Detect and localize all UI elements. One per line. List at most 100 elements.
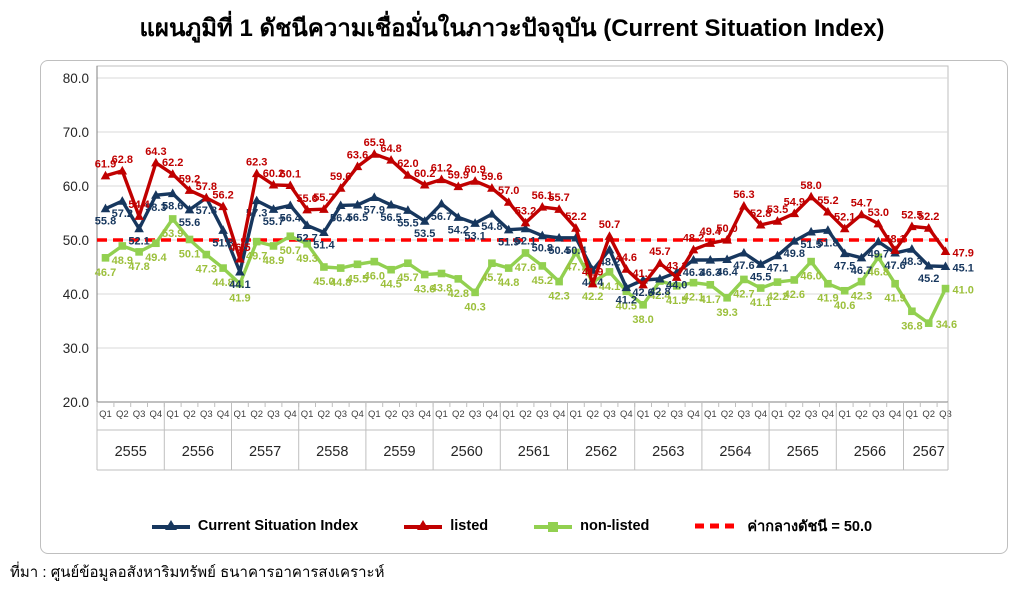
svg-text:Q1: Q1 xyxy=(570,409,583,420)
svg-text:40.0: 40.0 xyxy=(63,287,89,302)
svg-text:46.0: 46.0 xyxy=(800,271,821,283)
svg-text:50.8: 50.8 xyxy=(532,243,553,255)
svg-text:46.4: 46.4 xyxy=(716,266,738,278)
svg-text:62.0: 62.0 xyxy=(397,158,418,170)
svg-text:62.2: 62.2 xyxy=(162,157,183,169)
svg-text:56.5: 56.5 xyxy=(380,212,401,224)
svg-text:Q1: Q1 xyxy=(166,409,179,420)
svg-text:2564: 2564 xyxy=(719,444,751,460)
svg-text:48.2: 48.2 xyxy=(683,233,704,245)
svg-text:80.0: 80.0 xyxy=(63,71,89,86)
svg-text:57.8: 57.8 xyxy=(196,205,217,217)
svg-text:2559: 2559 xyxy=(383,444,415,460)
svg-text:47.8: 47.8 xyxy=(128,261,149,273)
svg-text:70.0: 70.0 xyxy=(63,125,89,140)
svg-text:Q1: Q1 xyxy=(99,409,112,420)
svg-text:Q3: Q3 xyxy=(536,409,549,420)
svg-text:55.2: 55.2 xyxy=(817,195,838,207)
svg-text:42.1: 42.1 xyxy=(683,292,704,304)
svg-text:64.3: 64.3 xyxy=(145,146,166,158)
svg-text:Q1: Q1 xyxy=(906,409,919,420)
svg-text:20.0: 20.0 xyxy=(63,395,89,410)
svg-text:Q2: Q2 xyxy=(385,409,398,420)
svg-text:2563: 2563 xyxy=(652,444,684,460)
svg-text:Q3: Q3 xyxy=(402,409,415,420)
svg-text:51.4: 51.4 xyxy=(313,239,335,251)
svg-text:52.1: 52.1 xyxy=(834,212,855,224)
legend-item-midline: ค่ากลางดัชนี = 50.0 xyxy=(695,515,872,538)
svg-text:2557: 2557 xyxy=(249,444,281,460)
svg-text:Q3: Q3 xyxy=(200,409,213,420)
svg-text:Q3: Q3 xyxy=(334,409,347,420)
svg-text:47.6: 47.6 xyxy=(733,260,754,272)
svg-text:Q2: Q2 xyxy=(788,409,801,420)
svg-text:48.1: 48.1 xyxy=(884,233,905,245)
svg-text:44.1: 44.1 xyxy=(229,279,250,291)
svg-text:52.1: 52.1 xyxy=(128,236,149,248)
svg-text:56.4: 56.4 xyxy=(330,212,352,224)
svg-text:Q4: Q4 xyxy=(284,409,297,420)
svg-text:Q3: Q3 xyxy=(469,409,482,420)
svg-text:41.0: 41.0 xyxy=(953,285,974,297)
svg-text:48.9: 48.9 xyxy=(263,255,284,267)
svg-text:Q1: Q1 xyxy=(838,409,851,420)
legend-label-non-listed: non-listed xyxy=(580,518,650,534)
svg-text:50.0: 50.0 xyxy=(63,233,89,248)
svg-text:Q2: Q2 xyxy=(721,409,734,420)
red-dashed-line-icon xyxy=(695,523,740,529)
svg-text:51.8: 51.8 xyxy=(212,237,233,249)
svg-text:52.2: 52.2 xyxy=(918,211,939,223)
svg-text:Q2: Q2 xyxy=(855,409,868,420)
svg-text:46.3: 46.3 xyxy=(700,267,721,279)
svg-text:54.8: 54.8 xyxy=(481,221,502,233)
svg-text:34.6: 34.6 xyxy=(936,319,957,331)
svg-text:2560: 2560 xyxy=(451,444,483,460)
svg-text:Q3: Q3 xyxy=(872,409,885,420)
svg-text:50.7: 50.7 xyxy=(599,219,620,231)
svg-text:36.8: 36.8 xyxy=(901,320,922,332)
svg-text:Q4: Q4 xyxy=(754,409,767,420)
svg-text:51.9: 51.9 xyxy=(498,237,519,249)
chart-plot-area: 80.070.060.050.040.030.020.0Q1 Q2 Q3 Q4 Q1 Q2… xyxy=(63,65,974,471)
svg-text:Q1: Q1 xyxy=(435,409,448,420)
svg-text:Q1: Q1 xyxy=(704,409,717,420)
svg-text:52.2: 52.2 xyxy=(565,211,586,223)
svg-text:48.3: 48.3 xyxy=(901,256,922,268)
svg-text:55.5: 55.5 xyxy=(397,217,418,229)
svg-text:49.3: 49.3 xyxy=(296,253,317,265)
svg-text:47.7: 47.7 xyxy=(565,261,586,273)
svg-text:57.0: 57.0 xyxy=(498,185,519,197)
svg-text:60.9: 60.9 xyxy=(464,164,485,176)
series-labels-listed: 61.962.854.464.362.259.257.856.246.562.3… xyxy=(95,137,974,280)
chart-title: แผนภูมิที่ 1 ดัชนีความเชื่อมั่นในภาวะปัจ… xyxy=(139,15,885,42)
svg-text:49.7: 49.7 xyxy=(246,251,267,263)
legend-item-non-listed: non-listed xyxy=(534,518,649,534)
svg-text:Q1: Q1 xyxy=(368,409,381,420)
svg-text:52.1: 52.1 xyxy=(515,236,536,248)
svg-text:65.9: 65.9 xyxy=(364,137,385,149)
svg-text:41.9: 41.9 xyxy=(817,293,838,305)
svg-text:42.8: 42.8 xyxy=(649,286,670,298)
svg-text:50.7: 50.7 xyxy=(280,245,301,257)
source-text: ที่มา : ศูนย์ข้อมูลอสังหาริมทรัพย์ ธนาคา… xyxy=(10,564,385,581)
red-line-triangle-icon xyxy=(404,520,443,530)
series-listed xyxy=(100,149,951,289)
svg-text:50.4: 50.4 xyxy=(548,245,570,257)
x-axis-quarters: Q1 Q2 Q3 Q4 Q1 Q2 Q3 Q4 Q1 Q2 Q3 Q4 Q1 Q2 Q3 Q4 Q1 Q2 Q3 Q4… xyxy=(96,402,952,420)
svg-text:41.2: 41.2 xyxy=(616,295,637,307)
svg-text:46.3: 46.3 xyxy=(683,267,704,279)
legend-label-csi: Current Situation Index xyxy=(197,518,359,534)
svg-text:30.0: 30.0 xyxy=(63,341,89,356)
svg-text:49.4: 49.4 xyxy=(700,226,722,238)
svg-text:Q4: Q4 xyxy=(620,409,633,420)
svg-text:45.7: 45.7 xyxy=(649,246,670,258)
svg-text:43.6: 43.6 xyxy=(414,284,435,296)
svg-text:Q2: Q2 xyxy=(116,409,129,420)
svg-text:45.1: 45.1 xyxy=(953,262,974,274)
svg-text:58.0: 58.0 xyxy=(800,180,821,192)
svg-text:44.0: 44.0 xyxy=(666,279,687,291)
svg-text:39.3: 39.3 xyxy=(716,307,737,319)
svg-text:42.3: 42.3 xyxy=(851,291,872,303)
svg-text:53.1: 53.1 xyxy=(464,230,485,242)
